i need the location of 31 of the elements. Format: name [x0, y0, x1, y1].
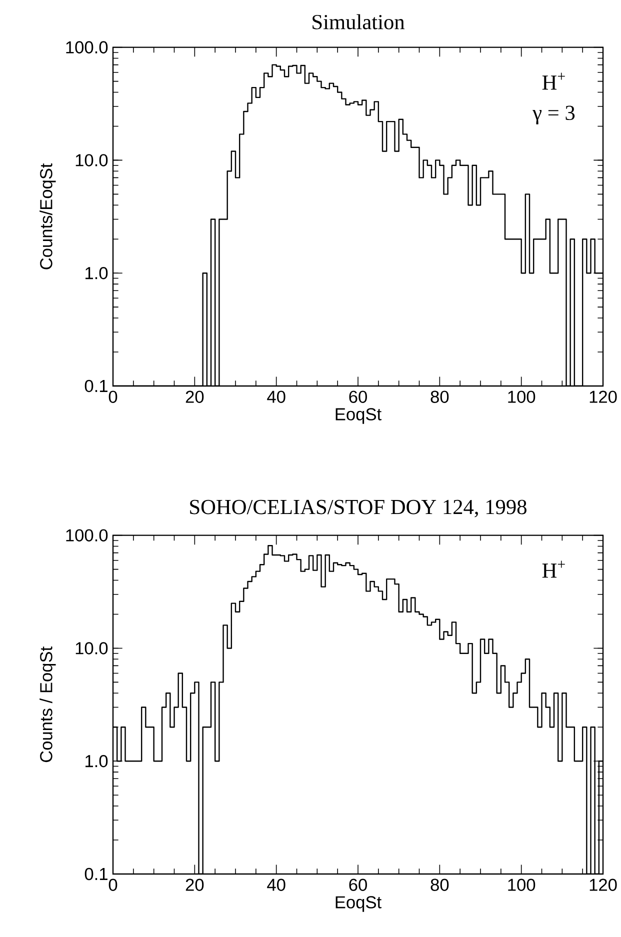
- y-tick-label: 100.0: [66, 529, 108, 542]
- x-tick-label: 80: [430, 390, 449, 403]
- annotation: H$^{+}$: [542, 72, 565, 90]
- annotation: H$^{+}$: [542, 560, 565, 578]
- annotation: γ = 3: [532, 106, 575, 124]
- x-tick-label: 40: [267, 390, 286, 403]
- x-tick-label: 120: [590, 878, 617, 891]
- x-tick-label: 0: [108, 390, 118, 403]
- x-tick-label: 0: [108, 878, 118, 891]
- x-tick-label: 60: [349, 390, 367, 403]
- y-tick-label: 0.1: [84, 380, 108, 392]
- x-tick-label: 120: [590, 390, 617, 403]
- x-axis-title: EoqSt: [336, 896, 382, 912]
- y-tick-label: 100.0: [66, 41, 108, 54]
- x-tick-label: 80: [430, 878, 449, 891]
- y-axis-title: Counts/EoqSt: [40, 163, 56, 270]
- chart-title: SOHO/CELIAS/STOF DOY 124, 1998: [190, 500, 526, 518]
- x-axis-title: EoqSt: [336, 408, 382, 424]
- x-tick-label: 100: [508, 390, 536, 403]
- x-tick-label: 60: [349, 878, 367, 891]
- y-tick-label: 1.0: [86, 754, 108, 768]
- y-tick-label: 10.0: [76, 642, 108, 654]
- x-tick-label: 100: [508, 878, 536, 891]
- y-axis-title: Counts / EoqSt: [40, 646, 56, 762]
- x-tick-label: 20: [186, 390, 204, 403]
- x-tick-label: 20: [186, 878, 204, 891]
- chart-title: Simulation: [312, 14, 405, 30]
- y-tick-label: 1.0: [86, 266, 108, 280]
- x-tick-label: 40: [267, 878, 286, 891]
- y-tick-label: 0.1: [84, 868, 108, 880]
- y-tick-label: 10.0: [76, 154, 108, 166]
